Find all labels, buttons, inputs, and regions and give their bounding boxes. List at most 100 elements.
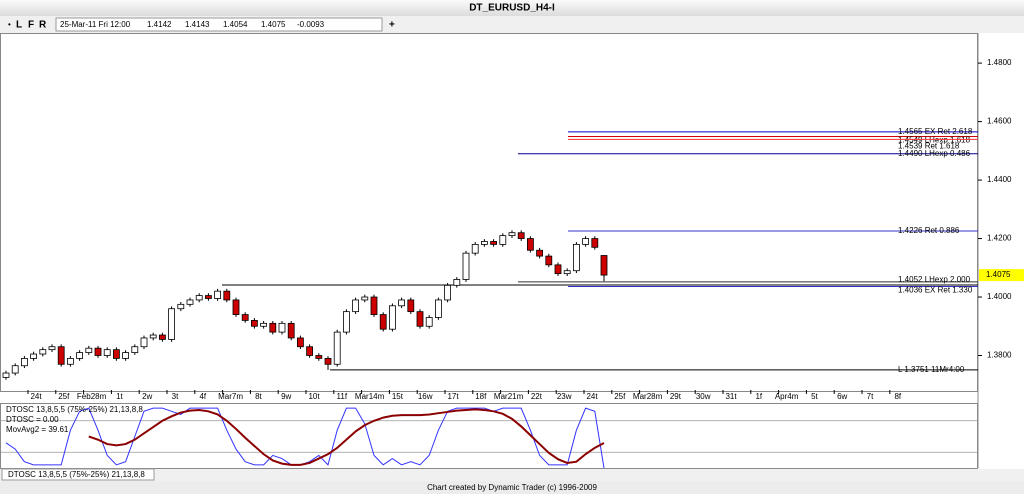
x-tick-label: Mar21m: [494, 392, 524, 401]
price-panel: [0, 33, 978, 392]
x-tick-label: 9w: [281, 392, 291, 401]
crosshair-button[interactable]: +: [389, 20, 395, 31]
indicator-tab-label[interactable]: DTOSC 13,8,5,5 (75%-25%) 21,13,8,8: [8, 470, 145, 479]
data-box: [55, 17, 383, 32]
candle-body: [20, 358, 28, 367]
x-tick-label: Mar14m: [355, 392, 385, 401]
level-label: 1.4539 Ret 1.618: [898, 142, 960, 151]
bar-date: 25-Mar-11 Fri 12:00: [60, 20, 131, 29]
button-r[interactable]: R: [39, 20, 47, 31]
x-tick-label: 25f: [614, 392, 626, 401]
x-tick-label: 31t: [725, 392, 737, 401]
candle-body: [122, 352, 129, 359]
x-tick-label: 30w: [696, 392, 711, 401]
candle-body: [186, 299, 194, 305]
candle-body: [398, 299, 406, 307]
candle-body: [527, 238, 534, 251]
candle-body: [315, 355, 323, 359]
candle-body: [287, 322, 295, 339]
x-tick-label: 18f: [475, 392, 487, 401]
candle-body: [582, 238, 589, 245]
candle-body: [462, 252, 470, 280]
candle-body: [370, 296, 378, 315]
x-tick-label: 23w: [557, 392, 572, 401]
osc-readout: DTOSC = 0.00: [6, 415, 59, 424]
candle-body: [490, 241, 498, 245]
last-price-box: [979, 269, 1024, 282]
footer: Chart created by Dynamic Trader (c) 1996…: [427, 483, 597, 492]
candle-body: [573, 243, 580, 272]
plot: 1.3800 1.4000 1.4200 1.4400 1.4600 1.4800 24t 2…: [1, 58, 1024, 469]
candle-body: [342, 311, 350, 333]
x-tick-label: 8t: [255, 392, 262, 401]
x-tick-label: 4f: [199, 392, 206, 401]
y-tick-label: 1.4800: [987, 58, 1012, 67]
level-label: 1.4036 EX Ret 1.330: [898, 286, 973, 295]
oscillator-panel: [0, 403, 978, 469]
candle-body: [453, 279, 461, 286]
candle-body: [149, 334, 157, 339]
candle-body: [407, 299, 415, 313]
level-label: 1.4052 LHexp 2.000: [898, 275, 971, 284]
button-f[interactable]: F: [28, 20, 34, 31]
x-tick-label: 24t: [586, 392, 598, 401]
toolbar-dot: •: [8, 20, 11, 29]
candle-body: [591, 238, 599, 248]
osc-readout: DTOSC 13,8,5,5 (75%-25%) 21,13,8,8: [6, 405, 143, 414]
x-tick-label: 1t: [116, 392, 123, 401]
candle-body: [85, 347, 93, 353]
last-price-label: 1.4075: [986, 270, 1011, 279]
y-tick-label: 1.4400: [987, 175, 1012, 184]
candle-body: [131, 346, 139, 353]
candle-body: [103, 349, 111, 356]
candle-body: [2, 372, 10, 378]
x-tick-label: 17t: [447, 392, 459, 401]
candle-body: [232, 299, 240, 315]
candle-body: [554, 264, 562, 275]
candle-body: [241, 314, 249, 321]
candle-body: [223, 290, 231, 301]
candle-body: [195, 295, 203, 301]
tab-bar: [0, 469, 1024, 481]
osc-readout: MovAvg2 = 39.61: [6, 425, 69, 434]
button-l[interactable]: L: [16, 20, 22, 31]
x-tick-label: 1f: [755, 392, 762, 401]
y-tick-label: 1.4600: [987, 117, 1012, 126]
x-tick-label: 16w: [418, 392, 433, 401]
title-bar: [0, 0, 1024, 16]
candle-body: [11, 365, 19, 374]
x-tick-label: 5t: [811, 392, 818, 401]
window-title: DT_EURUSD_H4-I: [469, 3, 555, 14]
candle-body: [296, 337, 304, 348]
y-tick-label: 1.4200: [987, 234, 1012, 243]
candle-body: [67, 358, 74, 365]
candle-body: [269, 322, 277, 333]
candle-body: [444, 284, 452, 301]
candle-body: [379, 314, 387, 330]
status-bar: [0, 481, 1024, 494]
candle-body: [563, 270, 571, 275]
candle-body: [508, 232, 516, 237]
indicator-tab[interactable]: [1, 468, 155, 481]
candle-body: [499, 235, 507, 245]
level-label: L 1.3751 11Mr4:00: [898, 365, 965, 374]
candle-body: [204, 295, 212, 299]
y-tick-label: 1.3800: [987, 351, 1012, 360]
candle-body: [517, 232, 525, 239]
x-tick-label: 2w: [142, 392, 152, 401]
y-tick-label: 1.4000: [987, 292, 1012, 301]
candle-body: [278, 322, 286, 333]
x-tick-label: Mar28m: [633, 392, 663, 401]
x-tick-label: 8f: [894, 392, 901, 401]
candle-body: [333, 331, 341, 365]
bar-low: 1.4054: [223, 20, 248, 29]
candle-body: [388, 305, 396, 330]
candle-body: [352, 299, 360, 313]
x-tick-label: 10t: [308, 392, 320, 401]
candle-body: [168, 308, 176, 340]
bar-change: -0.0093: [297, 20, 325, 29]
candle-body: [425, 317, 433, 327]
x-tick-label: Apr4m: [775, 392, 799, 401]
candle-body: [434, 299, 442, 318]
